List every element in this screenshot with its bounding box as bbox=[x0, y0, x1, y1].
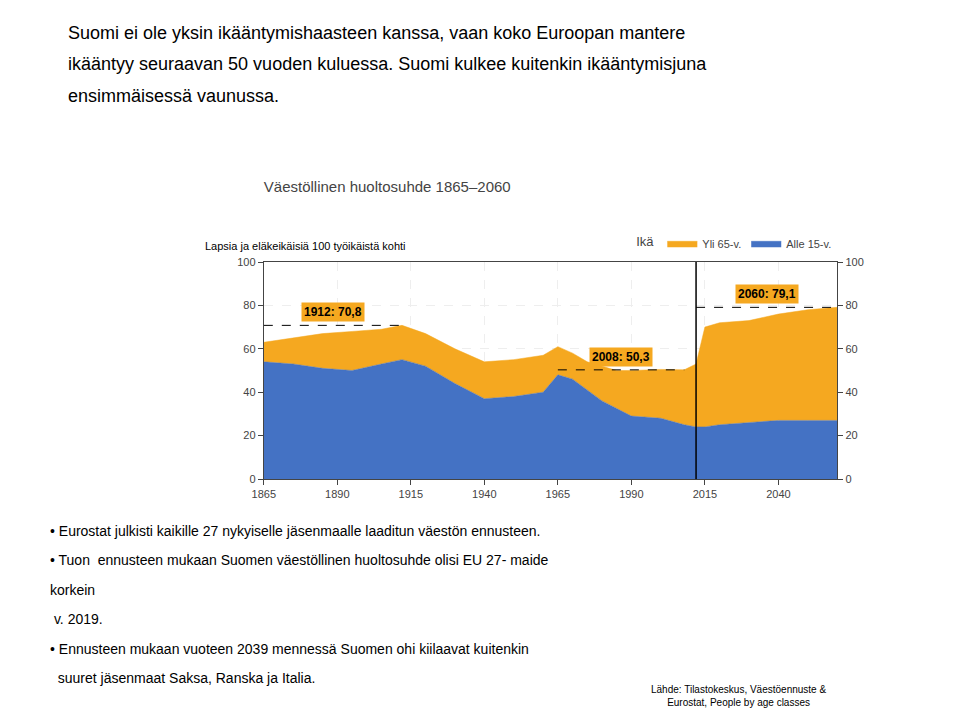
svg-text:1990: 1990 bbox=[619, 488, 643, 500]
svg-text:1912: 70,8: 1912: 70,8 bbox=[304, 305, 362, 319]
svg-text:20: 20 bbox=[243, 429, 255, 441]
svg-text:1890: 1890 bbox=[325, 488, 349, 500]
svg-text:100: 100 bbox=[845, 256, 863, 268]
svg-text:20: 20 bbox=[845, 429, 857, 441]
svg-text:60: 60 bbox=[243, 343, 255, 355]
svg-text:60: 60 bbox=[845, 343, 857, 355]
svg-text:2040: 2040 bbox=[766, 488, 790, 500]
svg-text:• Ennusteen mukaan vuoteen 203: • Ennusteen mukaan vuoteen 2039 mennessä… bbox=[50, 641, 529, 657]
svg-text:80: 80 bbox=[845, 299, 857, 311]
svg-text:0: 0 bbox=[249, 473, 255, 485]
svg-text:ensimmäisessä vaunussa.: ensimmäisessä vaunussa. bbox=[68, 86, 279, 106]
svg-text:40: 40 bbox=[845, 386, 857, 398]
svg-text:1965: 1965 bbox=[546, 488, 570, 500]
svg-text:• Tuon ennusteen mukaan Suome: • Tuon ennusteen mukaan Suomen väestölli… bbox=[50, 552, 549, 568]
svg-text:Lähde: Tilastokeskus, Väestöen: Lähde: Tilastokeskus, Väestöennuste &Eur… bbox=[651, 684, 826, 708]
svg-text:suuret jäsenmaat Saksa, Ranska: suuret jäsenmaat Saksa, Ranska ja Italia… bbox=[50, 670, 315, 686]
svg-text:40: 40 bbox=[243, 386, 255, 398]
svg-text:1915: 1915 bbox=[399, 488, 423, 500]
svg-text:Suomi ei ole yksin ikääntymish: Suomi ei ole yksin ikääntymishaasteen ka… bbox=[68, 23, 685, 43]
svg-text:0: 0 bbox=[845, 473, 851, 485]
svg-text:80: 80 bbox=[243, 299, 255, 311]
svg-text:v. 2019.: v. 2019. bbox=[50, 611, 103, 627]
svg-text:1865: 1865 bbox=[252, 488, 276, 500]
svg-text:Alle 15-v.: Alle 15-v. bbox=[786, 238, 831, 250]
svg-text:100: 100 bbox=[237, 256, 255, 268]
svg-text:2015: 2015 bbox=[693, 488, 717, 500]
svg-text:1940: 1940 bbox=[472, 488, 496, 500]
svg-text:Väestöllinen huoltosuhde 1865–: Väestöllinen huoltosuhde 1865–2060 bbox=[264, 178, 511, 195]
svg-text:Ikä: Ikä bbox=[636, 234, 654, 249]
svg-text:korkein: korkein bbox=[50, 582, 95, 598]
svg-text:2060: 79,1: 2060: 79,1 bbox=[738, 287, 796, 301]
svg-text:Yli 65-v.: Yli 65-v. bbox=[702, 238, 741, 250]
svg-text:ikääntyy seuraavan 50 vuoden k: ikääntyy seuraavan 50 vuoden kuluessa. S… bbox=[68, 54, 707, 74]
svg-text:• Eurostat julkisti kaikille 2: • Eurostat julkisti kaikille 27 nykyisel… bbox=[50, 523, 541, 539]
svg-text:2008: 50,3: 2008: 50,3 bbox=[592, 350, 650, 364]
svg-text:Lapsia ja eläkeikäisiä 100 työ: Lapsia ja eläkeikäisiä 100 työikäistä ko… bbox=[205, 240, 406, 252]
